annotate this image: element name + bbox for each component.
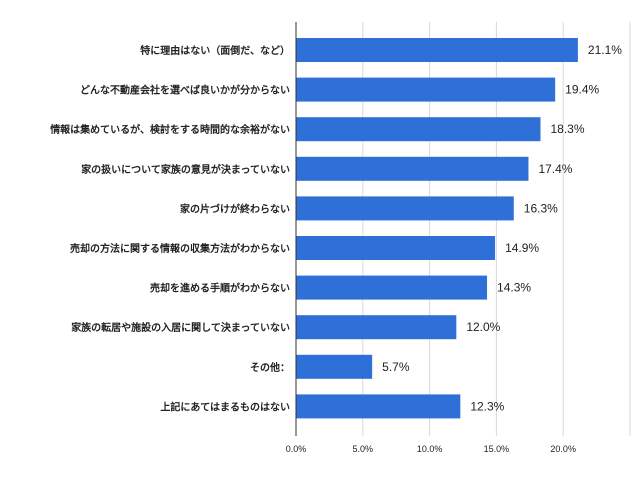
bar-9	[296, 354, 373, 379]
value-labels: 21.1% 19.4% 18.3% 17.4% 16.3% 14.9% 14.3% 12.0%…	[382, 43, 622, 413]
bar-5	[296, 196, 514, 221]
category-label: 家の扱いについて家族の意見が決まっていない	[81, 163, 290, 176]
bar-8	[296, 315, 457, 340]
category-labels: 特に理由はない（面倒だ、など） どんな不動産会社を選べば良いかが分からない情報は集…	[50, 44, 290, 413]
category-label: 売却を進める手順がわからない	[150, 282, 290, 295]
value-label: 5.7%	[382, 360, 410, 374]
bar-10	[296, 394, 461, 419]
category-label: 情報は集めているが、検討をする時間的な余裕がない	[50, 123, 290, 136]
category-label: 家族の転居や施設の入居に関して決まっていない	[71, 321, 290, 334]
value-label: 14.9%	[505, 241, 539, 255]
value-label: 21.1%	[588, 43, 622, 57]
value-label: 19.4%	[565, 83, 599, 97]
x-axis-ticks: 0.0% 5.0% 10.0% 15.0% 20.0%	[286, 444, 576, 454]
x-tick-label: 20.0%	[550, 444, 576, 454]
bars	[296, 38, 578, 419]
value-label: 17.4%	[538, 162, 572, 176]
category-label: その他：	[250, 361, 290, 374]
value-label: 14.3%	[497, 281, 531, 295]
bar-1	[296, 38, 578, 62]
value-label: 12.3%	[470, 399, 504, 413]
x-tick-label: 5.0%	[353, 444, 374, 454]
category-label: どんな不動産会社を選べば良いかが分からない	[80, 84, 290, 97]
x-tick-label: 15.0%	[484, 444, 510, 454]
bar-7	[296, 275, 488, 300]
bar-2	[296, 77, 556, 102]
value-label: 18.3%	[550, 122, 584, 136]
bar-3	[296, 117, 541, 142]
category-label: 売却の方法に関する情報の収集方法がわからない	[70, 242, 290, 255]
value-label: 12.0%	[466, 320, 500, 334]
x-tick-label: 0.0%	[286, 444, 307, 454]
category-label: 上記にあてはまるものはない	[160, 400, 290, 413]
x-tick-label: 10.0%	[417, 444, 443, 454]
value-label: 16.3%	[524, 201, 558, 215]
category-label: 家の片づけが終わらない	[180, 202, 290, 215]
category-label: 特に理由はない（面倒だ、など）	[140, 44, 290, 57]
bar-4	[296, 156, 529, 181]
bar-6	[296, 236, 496, 260]
